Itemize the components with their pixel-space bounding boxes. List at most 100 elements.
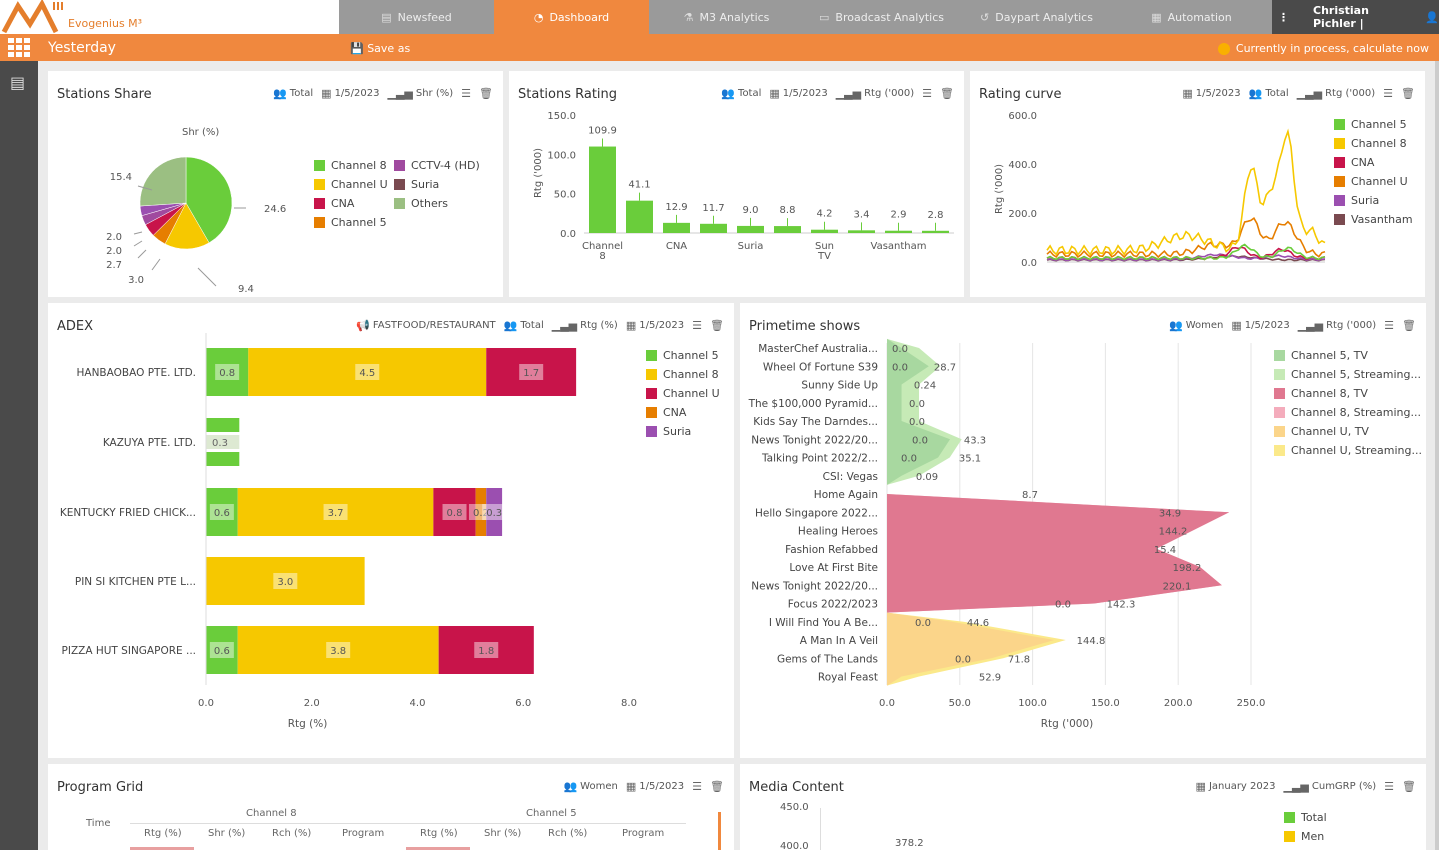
menu-icon[interactable]: ☰ <box>1383 87 1394 100</box>
legend-item[interactable]: Vasantham <box>1334 210 1413 229</box>
adex-segment[interactable] <box>438 626 534 674</box>
adex-segment[interactable] <box>237 488 434 536</box>
trash-icon[interactable]: 🗑 <box>940 87 954 100</box>
legend-item[interactable]: CNA <box>1334 153 1413 172</box>
adex-segment[interactable] <box>237 626 439 674</box>
user-icon[interactable]: 👤 <box>1425 10 1439 24</box>
menu-icon[interactable]: ☰ <box>692 319 703 332</box>
date-filter[interactable]: ▦ 1/5/2023 <box>1231 319 1289 332</box>
tab-daypart-analytics[interactable]: ↺ Daypart Analytics <box>959 0 1114 34</box>
tv-area[interactable] <box>887 338 951 485</box>
legend-item[interactable]: Channel U <box>314 175 394 194</box>
audience-filter[interactable]: 👥 Women <box>1169 319 1223 332</box>
column-header[interactable]: Rch (%) <box>272 828 312 839</box>
adex-segment[interactable] <box>206 348 249 396</box>
period-selector[interactable]: Yesterday <box>48 40 116 56</box>
menu-icon[interactable]: ☰ <box>461 87 472 100</box>
legend-item[interactable]: Channel 8 <box>314 156 394 175</box>
legend-item[interactable]: CNA <box>314 194 394 213</box>
tab-dashboard[interactable]: ◔ Dashboard <box>494 0 649 34</box>
date-filter[interactable]: ▦ 1/5/2023 <box>769 87 827 100</box>
adex-segment[interactable] <box>486 488 503 536</box>
audience-filter[interactable]: 👥 Total <box>1249 87 1289 100</box>
adex-segment[interactable] <box>486 348 577 396</box>
audience-filter[interactable]: 👥 Total <box>504 319 544 332</box>
series-line[interactable] <box>1046 243 1326 261</box>
measure-filter[interactable]: ▁▃▅ Rtg ('000) <box>1297 87 1375 100</box>
adex-segment[interactable] <box>206 435 240 449</box>
date-filter[interactable]: ▦ 1/5/2023 <box>321 87 379 100</box>
legend-item[interactable]: Channel 8, TV <box>1274 384 1422 403</box>
trash-icon[interactable]: 🗑 <box>1402 319 1416 332</box>
trash-icon[interactable]: 🗑 <box>479 87 493 100</box>
adex-segment[interactable] <box>206 488 238 536</box>
menu-icon[interactable]: ☰ <box>692 780 703 793</box>
audience-filter[interactable]: 👥 Total <box>273 87 313 100</box>
series-line[interactable] <box>1046 217 1326 259</box>
measure-filter[interactable]: ▁▃▅ Rtg ('000) <box>836 87 914 100</box>
trash-icon[interactable]: 🗑 <box>710 780 724 793</box>
legend-item[interactable]: Suria <box>394 175 484 194</box>
legend-item[interactable]: Channel U, Streaming... <box>1274 441 1422 460</box>
rating-bar[interactable] <box>922 230 949 233</box>
pie-slice[interactable] <box>139 156 187 207</box>
adex-segment[interactable] <box>206 452 240 466</box>
date-filter[interactable]: ▦ January 2023 <box>1196 780 1276 793</box>
pie-slice[interactable] <box>185 156 233 244</box>
legend-item[interactable]: Channel 5, TV <box>1274 346 1422 365</box>
measure-filter[interactable]: ▁▃▅ Shr (%) <box>387 87 453 100</box>
legend-item[interactable]: Channel U <box>1334 172 1413 191</box>
tab-m3-analytics[interactable]: ⚗ M3 Analytics <box>649 0 804 34</box>
grid-scrollbar[interactable] <box>718 812 721 850</box>
app-logo[interactable]: Evogenius M³ <box>0 0 339 34</box>
column-header[interactable]: Rch (%) <box>548 828 588 839</box>
measure-filter[interactable]: ▁▃▅ CumGRP (%) <box>1283 780 1376 793</box>
date-filter[interactable]: ▦ 1/5/2023 <box>1182 87 1240 100</box>
legend-item[interactable]: Total <box>1284 808 1327 827</box>
legend-item[interactable]: Channel 8 <box>646 365 720 384</box>
rating-bar[interactable] <box>737 225 764 233</box>
legend-item[interactable]: Suria <box>1334 191 1413 210</box>
rating-bar[interactable] <box>885 230 912 233</box>
column-header[interactable]: Shr (%) <box>484 828 522 839</box>
audience-filter[interactable]: 👥 Women <box>563 780 617 793</box>
column-header[interactable]: Rtg (%) <box>144 828 182 839</box>
page-scrollbar[interactable] <box>1435 61 1439 850</box>
report-settings-icon[interactable]: ▤ <box>10 73 26 92</box>
rating-bar[interactable] <box>700 223 727 233</box>
legend-item[interactable]: Channel 5 <box>646 346 720 365</box>
column-header[interactable]: Shr (%) <box>208 828 246 839</box>
save-as-button[interactable]: 💾 Save as <box>350 42 410 55</box>
rating-bar[interactable] <box>774 226 801 233</box>
rating-bar[interactable] <box>626 200 653 233</box>
legend-item[interactable]: Channel 8 <box>1334 134 1413 153</box>
legend-item[interactable]: Channel U, TV <box>1274 422 1422 441</box>
adex-segment[interactable] <box>206 557 365 605</box>
trash-icon[interactable]: 🗑 <box>1401 87 1415 100</box>
menu-icon[interactable]: ☰ <box>1384 319 1395 332</box>
trash-icon[interactable]: 🗑 <box>1402 780 1416 793</box>
rating-bar[interactable] <box>663 222 690 233</box>
tab-automation[interactable]: ▦ Automation <box>1114 0 1269 34</box>
legend-item[interactable]: Channel 5 <box>1334 115 1413 134</box>
apps-grid-icon[interactable] <box>8 38 30 57</box>
legend-item[interactable]: Channel 5 <box>314 213 394 232</box>
legend-item[interactable]: Channel 8, Streaming... <box>1274 403 1422 422</box>
series-line[interactable] <box>1046 253 1326 262</box>
tab-newsfeed[interactable]: ▤ Newsfeed <box>339 0 494 34</box>
pie-slice[interactable] <box>164 202 210 250</box>
series-line[interactable] <box>1046 128 1326 256</box>
adex-segment[interactable] <box>206 626 238 674</box>
measure-filter[interactable]: ▁▃▅ Rtg ('000) <box>1298 319 1376 332</box>
adex-segment[interactable] <box>206 418 240 432</box>
kebab-menu-icon[interactable]: ⋮ <box>1278 10 1289 24</box>
adex-segment[interactable] <box>475 488 487 536</box>
legend-item[interactable]: Others <box>394 194 484 213</box>
tv-area[interactable] <box>887 612 1055 686</box>
audience-filter[interactable]: 👥 Total <box>721 87 761 100</box>
calculate-now-button[interactable]: Currently in process, calculate now <box>1217 42 1429 55</box>
rating-bar[interactable] <box>848 230 875 233</box>
user-menu[interactable]: ⋮ Christian Pichler | 👤 <box>1272 0 1439 34</box>
column-header[interactable]: Program <box>342 828 385 839</box>
legend-item[interactable]: Suria <box>646 422 720 441</box>
